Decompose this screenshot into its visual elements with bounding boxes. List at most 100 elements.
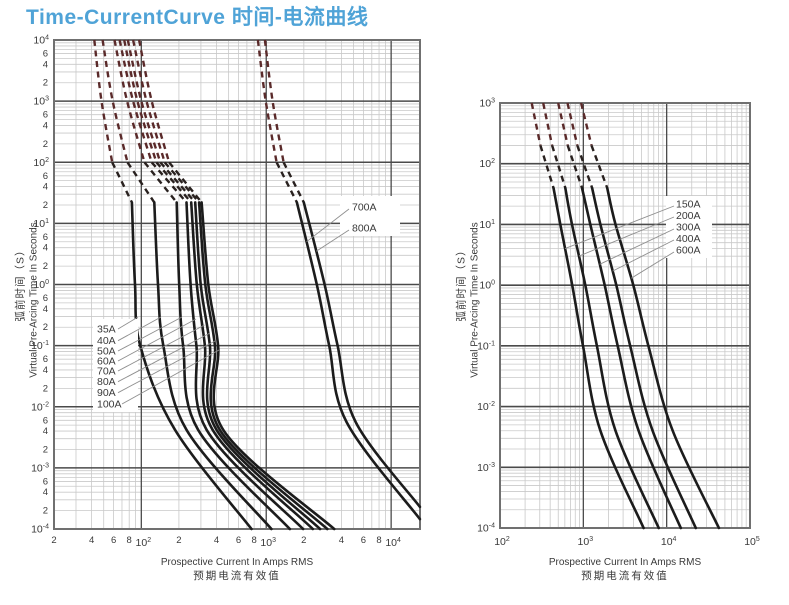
svg-text:2: 2	[176, 535, 181, 546]
curve-70A	[123, 39, 315, 531]
svg-text:8: 8	[251, 535, 256, 546]
right-y-axis-title-en: Virtual Pre-Arcing Time In Seconds	[469, 222, 481, 378]
svg-text:4: 4	[43, 487, 48, 498]
svg-text:103: 103	[33, 96, 49, 108]
svg-text:6: 6	[43, 293, 48, 304]
left-x-axis-title: Prospective Current In Amps RMS 预期电流有效值	[87, 557, 387, 583]
right-chart-frame	[499, 102, 751, 529]
svg-text:6: 6	[111, 535, 116, 546]
curve-800A	[263, 39, 422, 509]
svg-text:102: 102	[494, 536, 510, 548]
right-x-axis-title-zh: 预期电流有效值	[581, 569, 669, 582]
svg-text:2: 2	[43, 322, 48, 333]
curve-label-60A: 60A	[97, 356, 116, 368]
svg-text:10-2: 10-2	[477, 401, 495, 413]
callout-box	[340, 196, 400, 236]
curve-80A	[126, 39, 322, 531]
right-x-axis-title: Prospective Current In Amps RMS 预期电流有效值	[475, 557, 775, 583]
right-chart-curves	[530, 102, 721, 530]
curve-300A	[557, 102, 683, 530]
leader-line-60A	[117, 318, 197, 362]
leader-line-800A	[316, 229, 350, 252]
left-chart-curves	[93, 39, 422, 531]
curve-label-50A: 50A	[97, 346, 116, 358]
svg-text:10-4: 10-4	[477, 523, 495, 535]
svg-text:6: 6	[43, 232, 48, 243]
curve-label-100A: 100A	[97, 399, 122, 411]
svg-text:10-1: 10-1	[31, 340, 49, 352]
left-chart-frame	[53, 39, 421, 530]
svg-text:2: 2	[43, 200, 48, 211]
svg-text:6: 6	[43, 171, 48, 182]
left-x-axis-title-en: Prospective Current In Amps RMS	[160, 557, 314, 568]
leader-line-35A	[117, 316, 139, 330]
leader-line-700A	[306, 208, 350, 243]
curve-100A	[137, 39, 336, 531]
svg-text:6: 6	[236, 535, 241, 546]
svg-text:6: 6	[43, 415, 48, 426]
svg-text:2: 2	[43, 383, 48, 394]
curve-label-400A: 400A	[676, 233, 701, 245]
curve-label-70A: 70A	[97, 366, 116, 378]
svg-text:10-2: 10-2	[31, 401, 49, 413]
svg-text:103: 103	[479, 98, 495, 110]
svg-text:4: 4	[43, 243, 48, 254]
svg-text:104: 104	[385, 537, 401, 549]
svg-text:4: 4	[214, 535, 219, 546]
curve-label-300A: 300A	[676, 222, 701, 234]
svg-text:103: 103	[578, 536, 594, 548]
leader-line-150A	[564, 205, 675, 250]
svg-text:2: 2	[43, 506, 48, 517]
leader-line-90A	[117, 340, 216, 394]
curve-label-150A: 150A	[676, 199, 701, 211]
svg-text:4: 4	[43, 59, 48, 70]
svg-text:2: 2	[43, 261, 48, 272]
svg-text:104: 104	[661, 536, 677, 548]
right-chart-tick-labels: 102 103 104 105 103 102 101 100 10-1 10-2 10-3 10-4	[477, 98, 760, 549]
curve-400A	[566, 102, 698, 530]
svg-text:2: 2	[43, 78, 48, 89]
svg-text:6: 6	[43, 110, 48, 121]
svg-text:100: 100	[479, 280, 495, 292]
svg-text:6: 6	[361, 535, 366, 546]
svg-text:8: 8	[127, 535, 132, 546]
curve-35A	[93, 39, 253, 531]
svg-text:2: 2	[43, 444, 48, 455]
svg-text:101: 101	[479, 219, 495, 231]
svg-text:8: 8	[376, 535, 381, 546]
svg-text:102: 102	[479, 158, 495, 170]
right-chart-grid	[499, 102, 751, 529]
leader-line-200A	[578, 216, 675, 257]
curve-label-80A: 80A	[97, 376, 116, 388]
left-chart-callout-1: 700A 800A	[306, 196, 400, 252]
svg-text:6: 6	[43, 49, 48, 60]
svg-text:103: 103	[260, 537, 276, 549]
curve-label-40A: 40A	[97, 335, 116, 347]
leader-line-80A	[117, 332, 211, 383]
curve-label-600A: 600A	[676, 245, 701, 257]
svg-text:104: 104	[33, 35, 49, 47]
curve-50A	[113, 39, 292, 531]
svg-text:4: 4	[43, 304, 48, 315]
svg-text:10-4: 10-4	[31, 524, 49, 536]
svg-text:6: 6	[43, 354, 48, 365]
curve-label-800A: 800A	[352, 223, 377, 235]
curve-label-90A: 90A	[97, 387, 116, 399]
leader-line-300A	[599, 228, 675, 265]
svg-text:4: 4	[339, 535, 344, 546]
svg-text:4: 4	[89, 535, 94, 546]
leader-line-600A	[631, 251, 675, 279]
curve-label-200A: 200A	[676, 210, 701, 222]
leader-line-40A	[117, 316, 162, 342]
curve-label-700A: 700A	[352, 202, 377, 214]
curve-90A	[131, 39, 329, 531]
svg-text:102: 102	[33, 157, 49, 169]
left-y-axis-title-en: Virtual Pre-Arcing Time In Seconds	[28, 222, 40, 378]
svg-text:105: 105	[744, 536, 760, 548]
leader-line-70A	[117, 324, 205, 372]
svg-text:101: 101	[33, 218, 49, 230]
svg-text:2: 2	[43, 139, 48, 150]
